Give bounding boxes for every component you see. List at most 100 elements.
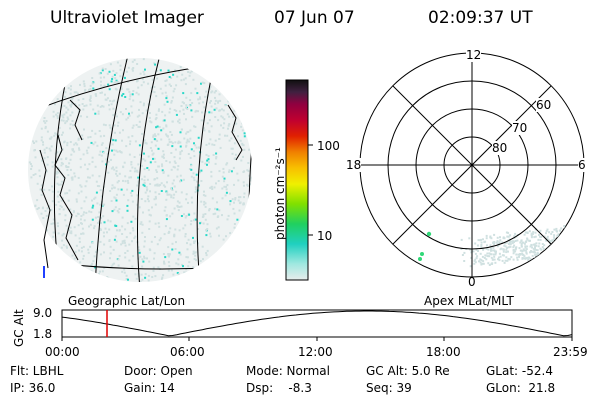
emission-dot	[114, 235, 117, 238]
emission-dot	[184, 77, 187, 80]
emission-dot	[57, 134, 60, 136]
emission-dot	[246, 169, 249, 172]
emission-dot	[131, 227, 134, 230]
emission-dot	[214, 99, 217, 102]
emission-dot	[142, 260, 145, 263]
emission-dot	[94, 132, 97, 135]
emission-dot	[579, 245, 582, 248]
emission-dot	[72, 210, 75, 213]
emission-dot	[167, 143, 170, 146]
emission-dot	[66, 141, 69, 144]
emission-dot	[476, 244, 479, 247]
emission-dot	[113, 168, 116, 171]
emission-dot	[112, 107, 115, 110]
emission-dot	[223, 177, 226, 180]
emission-dot	[489, 244, 492, 247]
emission-dot	[166, 193, 169, 196]
emission-dot	[152, 134, 155, 137]
emission-dot	[188, 104, 191, 107]
emission-dot	[226, 184, 229, 187]
emission-dot	[164, 225, 167, 228]
emission-dot	[106, 152, 109, 155]
emission-dot	[131, 60, 134, 63]
emission-dot	[474, 252, 477, 255]
emission-dot	[224, 104, 227, 107]
emission-dot	[240, 159, 243, 162]
emission-dot	[183, 137, 186, 140]
emission-dot	[151, 90, 154, 93]
emission-dot	[90, 141, 93, 144]
emission-dot	[226, 113, 229, 116]
emission-dot	[541, 246, 544, 249]
emission-dot	[154, 63, 157, 66]
emission-dot	[139, 255, 142, 258]
emission-dot	[157, 266, 160, 269]
emission-dot	[574, 242, 577, 245]
emission-dot	[73, 143, 76, 146]
emission-dot	[179, 253, 182, 256]
emission-dot	[249, 179, 252, 182]
lat-label-70: 70	[512, 121, 528, 135]
emission-dot	[582, 244, 584, 247]
emission-dot	[102, 123, 105, 126]
emission-dot	[128, 153, 131, 156]
emission-dot	[104, 124, 107, 127]
emission-dot	[63, 104, 66, 107]
emission-dot	[78, 148, 81, 151]
emission-dot	[183, 213, 185, 216]
emission-dot	[502, 254, 505, 257]
emission-dot	[223, 180, 226, 183]
emission-dot	[74, 142, 77, 145]
emission-dot	[152, 152, 155, 155]
emission-dot	[231, 147, 234, 150]
emission-dot	[546, 235, 549, 238]
emission-dot	[87, 136, 90, 139]
emission-dot	[504, 245, 507, 248]
emission-dot	[478, 260, 480, 263]
emission-dot	[120, 87, 122, 90]
emission-dot	[173, 109, 176, 111]
emission-dot	[529, 251, 531, 254]
emission-dot	[480, 238, 482, 241]
emission-dot	[224, 134, 226, 137]
emission-dot	[212, 154, 215, 156]
emission-dot	[567, 253, 570, 256]
emission-dot	[179, 66, 182, 68]
emission-dot	[185, 106, 187, 109]
emission-dot	[200, 221, 203, 224]
emission-dot	[169, 131, 172, 133]
emission-dot	[490, 249, 492, 252]
emission-dot	[521, 241, 524, 244]
emission-dot	[56, 182, 59, 185]
emission-dot	[568, 252, 571, 255]
emission-dot	[36, 182, 39, 185]
emission-dot	[152, 135, 155, 138]
emission-dot	[171, 120, 174, 123]
emission-dot	[136, 63, 139, 65]
emission-dot	[88, 225, 90, 228]
emission-dot	[160, 138, 163, 141]
emission-dot	[155, 126, 158, 129]
emission-dot	[190, 196, 193, 199]
emission-dot	[46, 130, 49, 133]
emission-dot	[127, 66, 130, 69]
emission-dot	[157, 165, 160, 168]
emission-dot	[125, 278, 128, 280]
emission-dot	[146, 178, 149, 181]
emission-dot	[109, 245, 112, 248]
emission-dot	[208, 209, 211, 212]
emission-dot	[534, 231, 537, 234]
emission-dot	[211, 197, 214, 200]
emission-dot	[43, 117, 46, 119]
emission-dot	[110, 200, 113, 202]
emission-dot	[225, 188, 228, 191]
emission-dot	[211, 188, 214, 190]
emission-dot	[131, 69, 134, 72]
emission-dot	[155, 117, 158, 119]
emission-dot	[82, 108, 85, 111]
emission-dot	[143, 257, 146, 260]
emission-dot	[67, 174, 70, 177]
emission-dot	[586, 246, 588, 248]
emission-dot	[94, 165, 97, 168]
emission-dot	[141, 231, 144, 234]
